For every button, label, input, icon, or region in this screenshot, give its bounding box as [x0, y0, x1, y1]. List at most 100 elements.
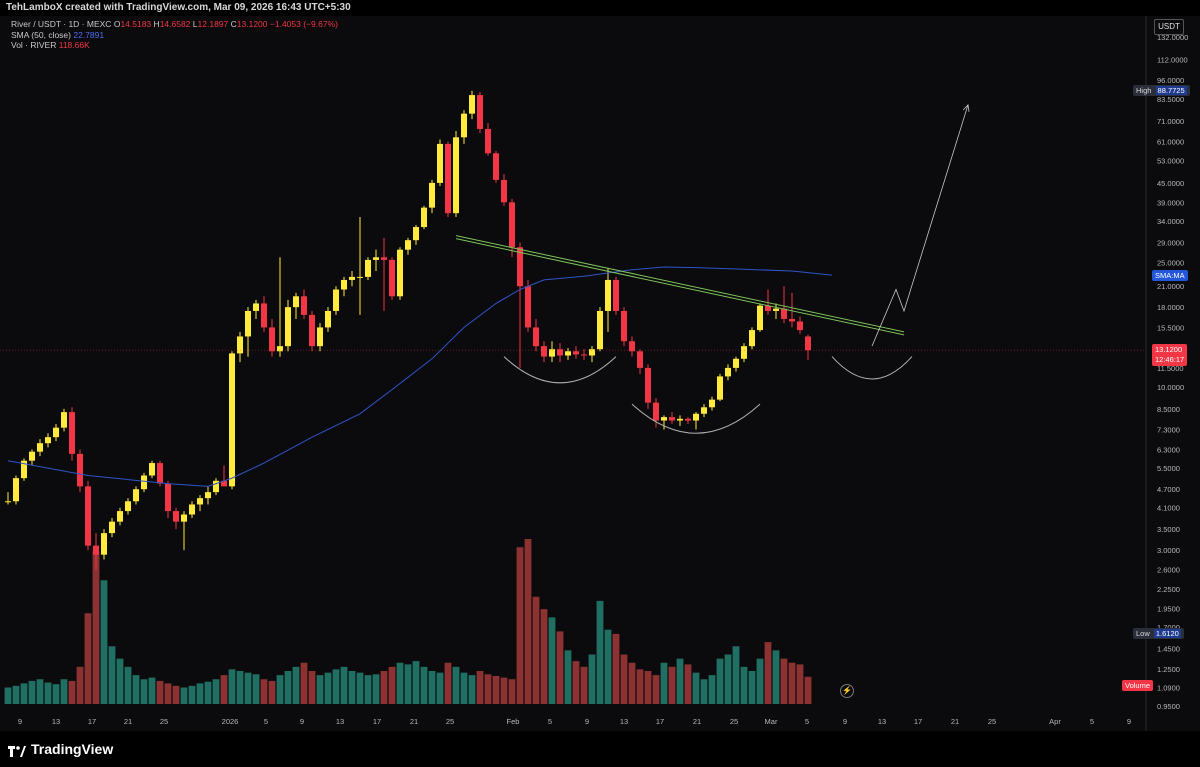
volume-bar — [20, 683, 28, 704]
candle-body — [101, 533, 107, 555]
volume-bar — [364, 675, 372, 704]
candle-body — [333, 289, 339, 311]
low-value: 12.1897 — [197, 19, 229, 29]
tradingview-logo[interactable]: TradingView — [8, 741, 113, 757]
candle-body — [37, 443, 43, 452]
volume-bar — [724, 654, 732, 704]
volume-bar — [476, 671, 484, 704]
candle-body — [637, 351, 643, 368]
time-tick-label: Mar — [765, 717, 778, 726]
candle-body — [189, 504, 195, 515]
candle-body — [157, 463, 163, 484]
time-tick-label: 21 — [951, 717, 959, 726]
chart-legend: River / USDT · 1D · MEXC O14.5183 H14.65… — [11, 19, 338, 51]
candle-body — [341, 279, 347, 290]
candle-body — [197, 498, 203, 505]
candle-body — [29, 451, 35, 461]
candle-body — [141, 475, 147, 490]
volume-bar — [772, 650, 780, 704]
candle-body — [269, 327, 275, 352]
time-tick-label: 25 — [160, 717, 168, 726]
pattern-curve — [503, 356, 617, 384]
volume-bar — [404, 664, 412, 704]
candle-body — [237, 336, 243, 354]
volume-bar — [300, 662, 308, 704]
candle-body — [213, 480, 219, 493]
candle-body — [477, 95, 483, 129]
candle-body — [325, 310, 331, 328]
volume-tag: Volume — [1122, 680, 1154, 691]
volume-bar — [676, 658, 684, 704]
time-tick-label: 21 — [693, 717, 701, 726]
volume-bar — [452, 666, 460, 704]
volume-bar — [228, 669, 236, 704]
legend-volume-row[interactable]: Vol · RIVER 118.66K — [11, 40, 338, 51]
neckline-lower — [455, 238, 905, 336]
volume-bar — [340, 666, 348, 704]
volume-bar — [604, 629, 612, 704]
price-tick-label: 10.0000 — [1157, 383, 1184, 392]
time-tick-label: 13 — [878, 717, 886, 726]
volume-bar — [636, 669, 644, 704]
price-tick-label: 1.0900 — [1157, 683, 1180, 692]
volume-bar — [596, 600, 604, 704]
volume-bar — [572, 661, 580, 704]
legend-symbol-row[interactable]: River / USDT · 1D · MEXC O14.5183 H14.65… — [11, 19, 338, 30]
candle-body — [701, 407, 707, 414]
candle-body — [405, 240, 411, 250]
volume-bar — [548, 617, 556, 704]
last-price-value: 13.1200 — [1155, 345, 1183, 354]
price-tick-label: 15.5000 — [1157, 323, 1184, 332]
candle-body — [493, 153, 499, 180]
low-tag: Low 1.6120 — [1133, 628, 1184, 639]
candle-body — [13, 478, 19, 502]
projection-path — [871, 104, 969, 347]
time-tick-label: 9 — [18, 717, 22, 726]
candle-body — [773, 308, 779, 311]
volume-bar — [508, 679, 516, 704]
currency-selector[interactable]: USDT — [1154, 19, 1184, 35]
volume-bar — [500, 677, 508, 704]
time-tick-label: 5 — [548, 717, 552, 726]
volume-bar — [372, 674, 380, 704]
volume-bar — [532, 596, 540, 704]
volume-bar — [124, 666, 132, 704]
time-tick-label: 25 — [988, 717, 996, 726]
volume-bar — [748, 671, 756, 704]
lightning-icon[interactable]: ⚡ — [840, 684, 854, 698]
volume-bar — [492, 675, 500, 704]
volume-bar — [28, 680, 36, 704]
time-tick-label: Apr — [1049, 717, 1061, 726]
price-tick-label: 3.5000 — [1157, 525, 1180, 534]
price-tick-label: 2.6000 — [1157, 565, 1180, 574]
volume-bar — [180, 687, 188, 704]
volume-bar — [156, 680, 164, 704]
legend-sma-row[interactable]: SMA (50, close) 22.7891 — [11, 30, 338, 41]
volume-bar — [388, 666, 396, 704]
volume-bar — [788, 662, 796, 704]
candle-body — [181, 514, 187, 522]
candle-body — [557, 349, 563, 356]
volume-bar — [708, 675, 716, 704]
candle-body — [613, 279, 619, 311]
price-chart[interactable]: 132.0000 112.0000 96.0000 83.5000 71.0000 61.… — [0, 16, 1200, 731]
high-label: H — [153, 19, 160, 29]
volume-bar — [460, 672, 468, 704]
price-tick-label: 34.0000 — [1157, 217, 1184, 226]
volume-bar — [628, 662, 636, 704]
candle-body — [293, 296, 299, 308]
candle-body — [221, 480, 227, 487]
volume-bar — [796, 664, 804, 704]
candle-body — [645, 367, 651, 403]
candle-body — [109, 521, 115, 534]
volume-bar — [140, 679, 148, 704]
volume-bar — [44, 682, 52, 704]
last-price-tag: 13.1200 12:46:17 — [1152, 344, 1188, 366]
volume-bar — [652, 675, 660, 704]
volume-bar — [700, 679, 708, 704]
price-tick-label: 61.0000 — [1157, 138, 1184, 147]
axes: 132.0000 112.0000 96.0000 83.5000 71.0000 61.… — [18, 16, 1188, 731]
volume-bar — [116, 658, 124, 704]
price-tick-label: 5.5000 — [1157, 464, 1180, 473]
